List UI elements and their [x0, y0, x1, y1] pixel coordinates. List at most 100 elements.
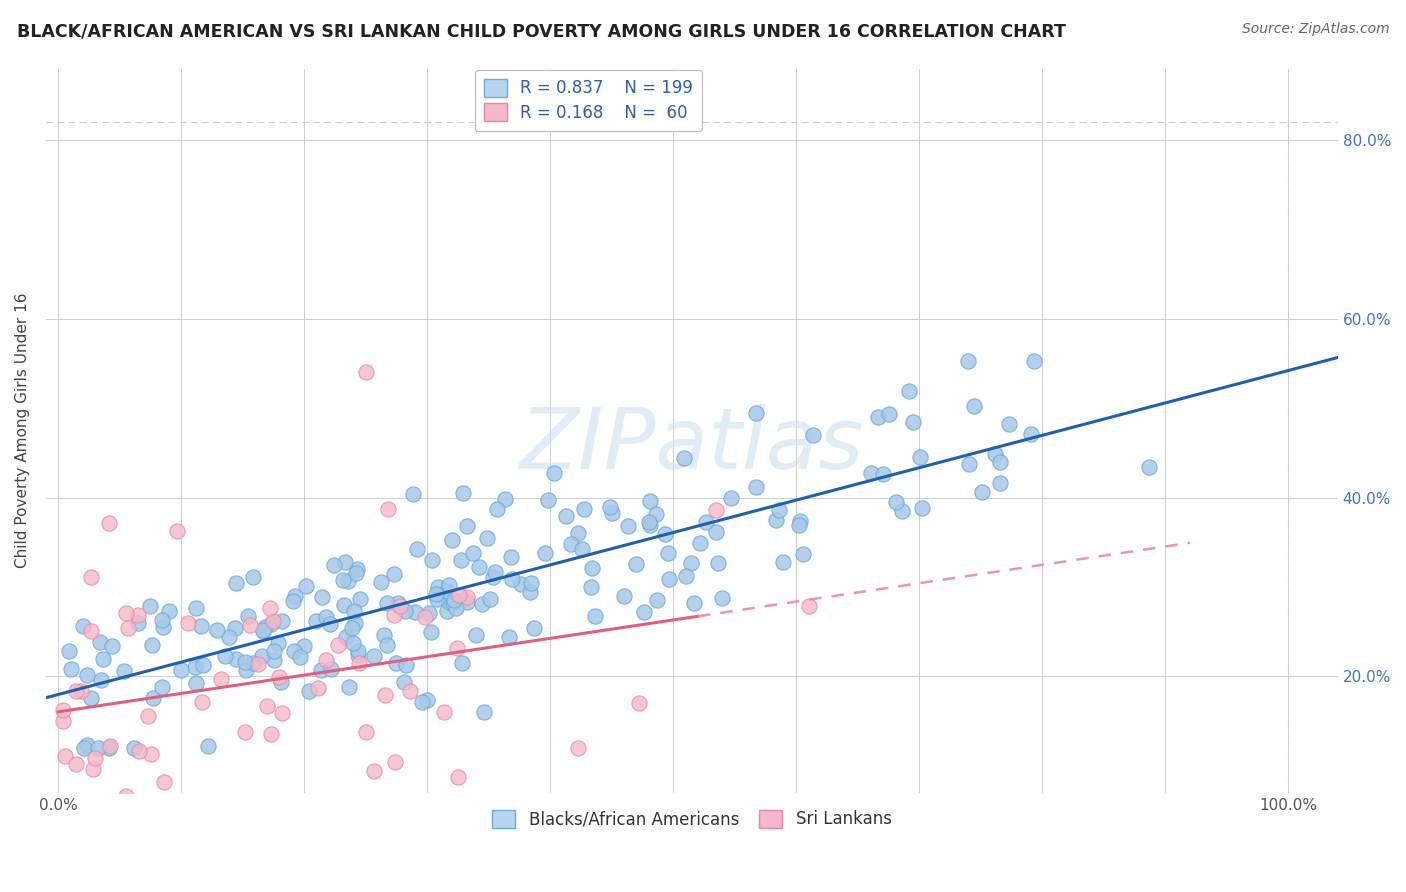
Point	[482, 569, 505, 583]
Point	[190, 619, 212, 633]
Point	[58, 644, 80, 658]
Point	[617, 519, 640, 533]
Point	[465, 628, 488, 642]
Point	[205, 623, 228, 637]
Point	[263, 644, 285, 658]
Point	[394, 604, 416, 618]
Point	[235, 663, 257, 677]
Point	[342, 636, 364, 650]
Point	[583, 608, 606, 623]
Point	[679, 557, 702, 571]
Point	[253, 620, 276, 634]
Point	[184, 660, 207, 674]
Point	[877, 407, 900, 421]
Point	[494, 492, 516, 507]
Point	[510, 577, 533, 591]
Point	[411, 695, 433, 709]
Point	[354, 365, 377, 379]
Point	[447, 589, 470, 603]
Point	[647, 593, 669, 607]
Point	[404, 605, 426, 619]
Text: Source: ZipAtlas.com: Source: ZipAtlas.com	[1241, 22, 1389, 37]
Point	[402, 486, 425, 500]
Point	[415, 693, 437, 707]
Point	[536, 492, 558, 507]
Point	[450, 553, 472, 567]
Point	[347, 648, 370, 663]
Point	[292, 639, 315, 653]
Point	[295, 579, 318, 593]
Point	[433, 591, 456, 605]
Point	[571, 542, 593, 557]
Point	[626, 557, 648, 571]
Point	[271, 614, 294, 628]
Point	[142, 690, 165, 705]
Point	[972, 484, 994, 499]
Point	[115, 607, 138, 621]
Point	[471, 597, 494, 611]
Point	[191, 658, 214, 673]
Point	[332, 573, 354, 587]
Point	[456, 594, 478, 608]
Point	[637, 515, 659, 529]
Point	[884, 495, 907, 509]
Point	[97, 741, 120, 756]
Point	[377, 638, 399, 652]
Point	[65, 683, 87, 698]
Point	[797, 599, 820, 614]
Point	[347, 656, 370, 670]
Point	[983, 447, 1005, 461]
Point	[901, 415, 924, 429]
Point	[139, 599, 162, 613]
Point	[599, 500, 621, 515]
Point	[374, 689, 396, 703]
Point	[658, 573, 681, 587]
Point	[252, 624, 274, 639]
Point	[70, 684, 93, 698]
Point	[446, 641, 468, 656]
Point	[150, 613, 173, 627]
Point	[579, 580, 602, 594]
Legend: Blacks/African Americans, Sri Lankans: Blacks/African Americans, Sri Lankans	[485, 803, 898, 835]
Point	[252, 623, 274, 637]
Point	[444, 601, 467, 615]
Point	[772, 555, 794, 569]
Point	[52, 714, 75, 728]
Point	[326, 638, 349, 652]
Point	[370, 574, 392, 589]
Point	[382, 607, 405, 622]
Point	[433, 705, 456, 719]
Point	[377, 502, 399, 516]
Point	[988, 475, 1011, 490]
Point	[177, 615, 200, 630]
Point	[363, 648, 385, 663]
Point	[335, 630, 357, 644]
Point	[451, 657, 474, 671]
Point	[387, 596, 409, 610]
Point	[475, 531, 498, 545]
Point	[426, 580, 449, 594]
Point	[318, 616, 340, 631]
Point	[673, 451, 696, 466]
Text: ZIPatlas: ZIPatlas	[520, 403, 863, 486]
Point	[382, 567, 405, 582]
Point	[472, 706, 495, 720]
Point	[363, 764, 385, 778]
Point	[127, 616, 149, 631]
Point	[337, 680, 360, 694]
Point	[415, 610, 437, 624]
Point	[259, 601, 281, 615]
Point	[284, 589, 307, 603]
Point	[136, 708, 159, 723]
Point	[53, 748, 76, 763]
Point	[315, 609, 337, 624]
Point	[209, 673, 232, 687]
Point	[479, 592, 502, 607]
Point	[859, 466, 882, 480]
Point	[307, 681, 329, 695]
Point	[441, 596, 464, 610]
Point	[262, 614, 284, 628]
Point	[337, 574, 360, 589]
Point	[695, 515, 717, 529]
Point	[80, 691, 103, 706]
